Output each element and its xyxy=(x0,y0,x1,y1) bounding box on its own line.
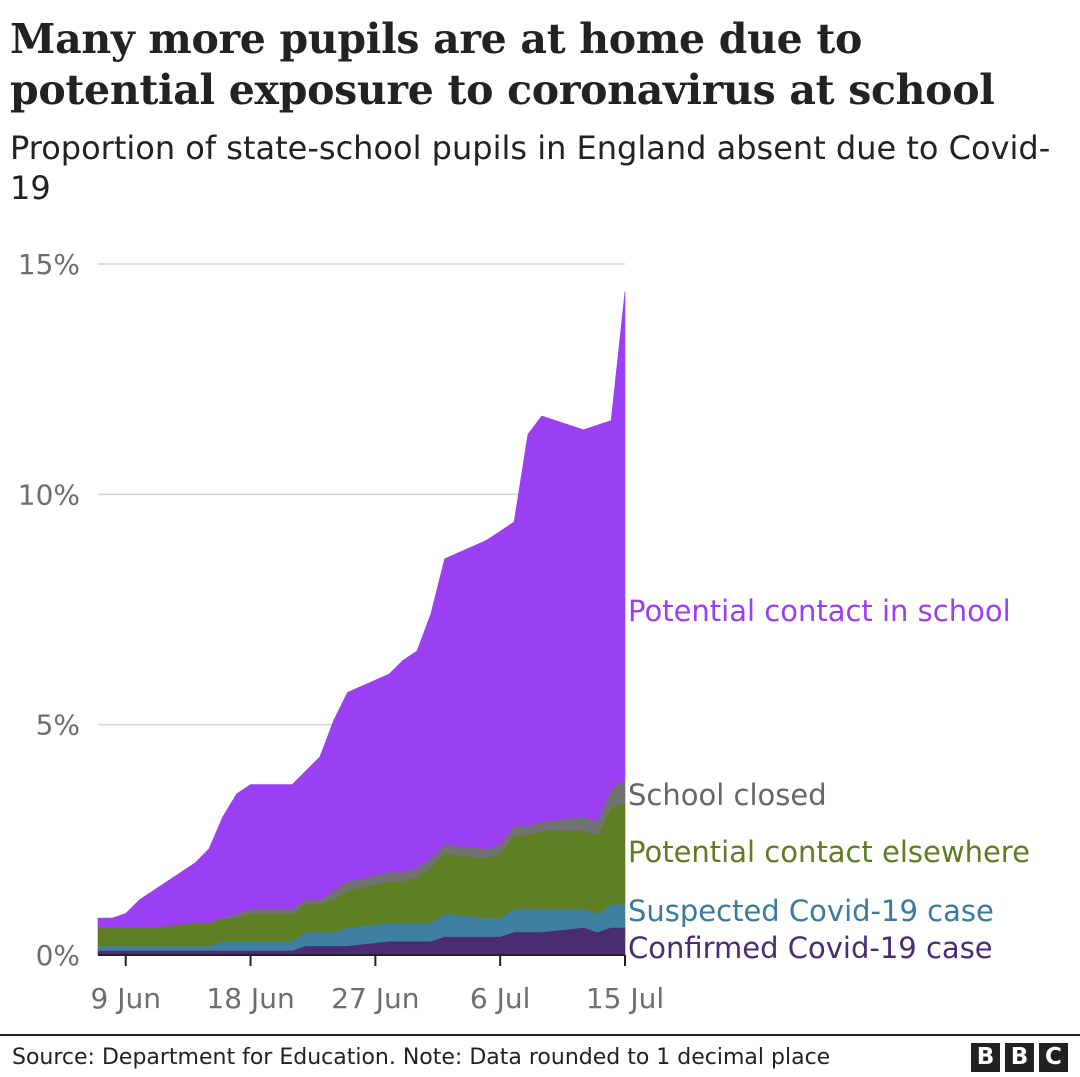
x-tick-label: 27 Jun xyxy=(331,982,419,1015)
stacked-area-chart: 0% 5% 10% 15% 9 Jun 18 Jun 27 Jun 6 Jul 15 Jul C… xyxy=(18,248,1030,1015)
source-note: Source: Department for Education. Note: … xyxy=(12,1045,831,1070)
x-tick-label: 6 Jul xyxy=(470,982,531,1015)
series-label: Suspected Covid-19 case xyxy=(628,894,994,928)
chart-title: Many more pupils are at home due to pote… xyxy=(10,15,995,114)
bbc-logo-letter: C xyxy=(1039,1043,1068,1072)
x-tick-label: 9 Jun xyxy=(91,982,161,1015)
y-tick-label: 5% xyxy=(36,709,80,742)
y-tick-label: 15% xyxy=(18,248,80,281)
bbc-logo: B B C xyxy=(971,1043,1068,1072)
series-label: Confirmed Covid-19 case xyxy=(628,931,993,965)
bbc-logo-letter: B xyxy=(971,1043,1000,1072)
x-tick-label: 15 Jul xyxy=(586,982,664,1015)
area-series-group xyxy=(97,291,626,956)
area-potential-contact-in-school xyxy=(97,291,626,928)
y-tick-label: 10% xyxy=(18,478,80,511)
x-tick-label: 18 Jun xyxy=(206,982,294,1015)
footer-divider xyxy=(0,1034,1080,1036)
chart-subtitle: Proportion of state-school pupils in Eng… xyxy=(10,129,1051,207)
y-tick-label: 0% xyxy=(36,939,80,972)
axes: 0% 5% 10% 15% 9 Jun 18 Jun 27 Jun 6 Jul 15 Jul xyxy=(18,248,664,1015)
series-label: Potential contact elsewhere xyxy=(628,835,1030,869)
series-label: Potential contact in school xyxy=(628,594,1011,628)
series-label: School closed xyxy=(628,778,827,812)
bbc-logo-letter: B xyxy=(1005,1043,1034,1072)
